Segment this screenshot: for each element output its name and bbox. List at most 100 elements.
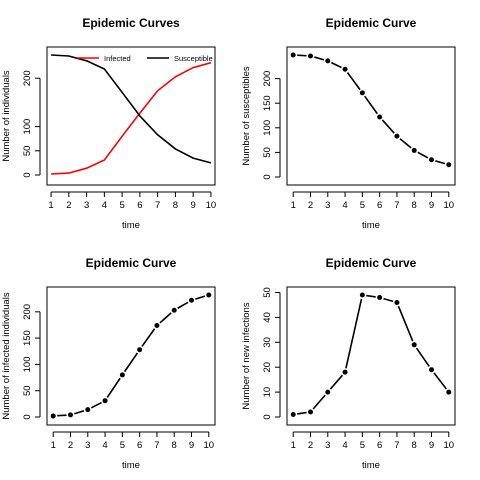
data-point — [68, 412, 74, 418]
data-point — [308, 53, 314, 59]
series-segment — [123, 352, 139, 373]
data-point — [446, 162, 452, 168]
x-tick-label: 4 — [102, 440, 107, 451]
y-tick-label: 150 — [22, 330, 33, 346]
series-1 — [290, 292, 452, 418]
y-tick-label: 20 — [262, 362, 273, 373]
data-point — [446, 389, 452, 395]
x-tick-label: 1 — [291, 200, 296, 211]
series-segment — [383, 297, 394, 303]
x-tick-label: 3 — [85, 440, 90, 451]
series-segment — [397, 305, 414, 342]
x-axis-title: time — [362, 220, 380, 231]
x-tick-label: 8 — [172, 440, 177, 451]
x-tick-label: 9 — [429, 200, 434, 211]
y-axis-title: Number of individuals — [1, 70, 12, 162]
data-point — [290, 412, 296, 418]
y-axis-title: Number of new infections — [241, 302, 252, 409]
x-tick-label: 2 — [308, 200, 313, 211]
series-segment — [345, 298, 363, 369]
x-tick-label: 3 — [325, 440, 330, 451]
data-point — [85, 407, 91, 413]
y-tick-label: 10 — [262, 387, 273, 398]
series-segment — [346, 72, 361, 91]
x-tick-label: 4 — [342, 440, 347, 451]
series-segment — [366, 294, 376, 298]
x-tick-label: 10 — [443, 440, 454, 451]
x-tick-label: 5 — [360, 440, 365, 451]
series-segment — [435, 160, 446, 165]
x-tick-label: 8 — [173, 200, 178, 211]
x-tick-label: 7 — [394, 440, 399, 451]
series-segment — [297, 411, 307, 415]
series-segment — [381, 119, 395, 134]
series-1 — [50, 292, 212, 419]
series-segment — [312, 394, 326, 410]
series-segment — [177, 301, 189, 309]
y-tick-label: 50 — [262, 287, 273, 298]
x-tick-label: 5 — [360, 200, 365, 211]
x-axis-title: time — [122, 220, 140, 231]
x-tick-label: 10 — [443, 200, 454, 211]
x-tick-label: 7 — [394, 200, 399, 211]
x-axis-title: time — [122, 460, 140, 471]
series-segment — [399, 138, 412, 149]
chart-panel-4: Epidemic Curve 1 2 3 4 5 6 7 8 9 10 time 0 10 20 30 40 50… — [241, 256, 456, 471]
y-tick-label: 0 — [262, 174, 273, 179]
x-tick-label: 6 — [377, 200, 382, 211]
x-tick-label: 10 — [206, 200, 217, 211]
x-axis: 1 2 3 4 5 6 7 8 9 10 — [51, 431, 214, 451]
plot-frame — [46, 286, 216, 426]
x-axis: 1 2 3 4 5 6 7 8 9 10 — [291, 191, 454, 211]
y-tick-label: 0 — [262, 414, 273, 419]
series-segment — [195, 295, 206, 300]
x-tick-label: 2 — [66, 200, 71, 211]
y-axis: 0 50 100 150 200 — [22, 304, 41, 420]
x-axis: 1 2 3 4 5 6 7 8 9 10 — [291, 431, 454, 451]
x-tick-label: 9 — [191, 200, 196, 211]
data-point — [290, 52, 296, 58]
y-tick-label: 50 — [22, 385, 33, 396]
x-axis-title: time — [362, 460, 380, 471]
data-point — [325, 389, 331, 395]
series-segment — [433, 372, 447, 390]
y-axis-title: Number of infected individuals — [1, 292, 12, 420]
data-point — [394, 133, 400, 139]
x-tick-label: 1 — [48, 200, 53, 211]
y-axis: 0 50 100 150 200 — [262, 71, 281, 180]
x-tick-label: 3 — [325, 200, 330, 211]
x-tick-label: 6 — [137, 440, 142, 451]
data-point — [206, 292, 212, 298]
x-axis: 1 2 3 4 5 6 7 8 9 10 — [48, 191, 217, 211]
data-point — [411, 147, 417, 153]
data-point — [50, 413, 56, 419]
series-segment — [57, 414, 67, 417]
x-tick-label: 5 — [120, 440, 125, 451]
chart-panel-2: Epidemic Curve 1 2 3 4 5 6 7 8 9 10 time 0 50 100 150 20… — [241, 16, 456, 231]
x-tick-label: 1 — [51, 440, 56, 451]
y-tick-label: 50 — [22, 146, 33, 157]
chart-title: Epidemic Curve — [326, 16, 417, 30]
data-point — [394, 299, 400, 305]
series-segment — [331, 61, 342, 69]
series-segment — [329, 374, 344, 390]
series-segment — [159, 312, 172, 324]
x-tick-label: 7 — [155, 200, 160, 211]
data-point — [308, 409, 314, 415]
data-point — [325, 58, 331, 64]
x-tick-label: 9 — [429, 440, 434, 451]
series-infected — [51, 61, 212, 175]
data-point — [428, 367, 434, 373]
y-tick-label: 0 — [22, 414, 33, 419]
chart-title: Epidemic Curve — [86, 256, 177, 270]
series-1 — [290, 52, 452, 168]
series-line — [51, 61, 212, 175]
plot-frame — [286, 286, 456, 426]
x-tick-label: 6 — [137, 200, 142, 211]
y-axis-title: Number of susceptibles — [241, 66, 252, 166]
y-tick-label: 200 — [22, 70, 33, 86]
data-point — [137, 347, 143, 353]
data-point — [359, 292, 365, 298]
